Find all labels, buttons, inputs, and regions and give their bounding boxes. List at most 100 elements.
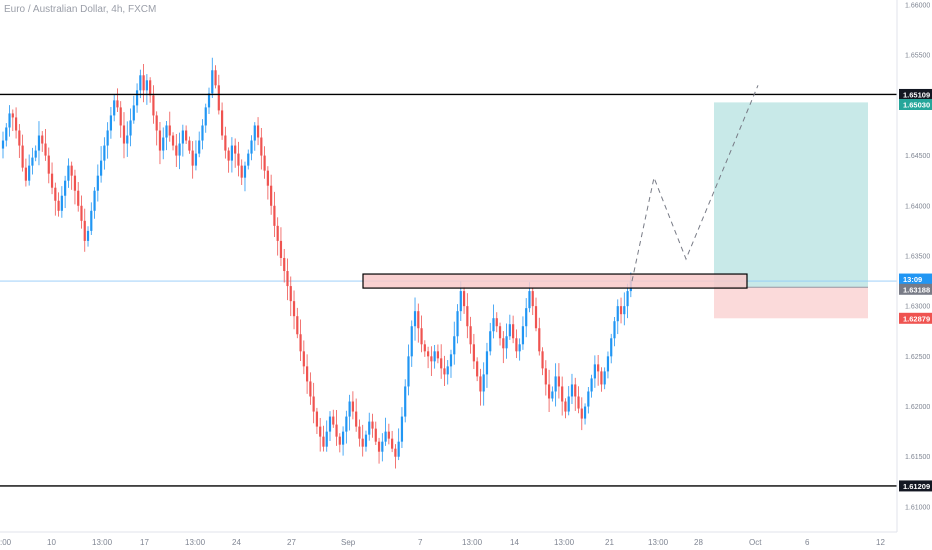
candle-body xyxy=(613,321,616,339)
candle-body xyxy=(93,190,96,211)
candle-body xyxy=(505,336,508,349)
resistance-box[interactable] xyxy=(362,273,748,289)
target-zone[interactable] xyxy=(714,102,868,288)
stop-zone[interactable] xyxy=(714,287,868,319)
candle-body xyxy=(358,426,361,439)
candle-body xyxy=(263,155,266,171)
candle-body xyxy=(325,431,328,447)
time-axis-label: 27 xyxy=(287,538,296,547)
candle-body xyxy=(296,316,299,335)
price-axis-label: 1.62000 xyxy=(905,404,930,411)
candle-body xyxy=(315,411,319,427)
candle-body xyxy=(456,311,459,337)
candle-body xyxy=(237,153,240,166)
candle-body xyxy=(361,438,364,447)
candle-body xyxy=(531,291,534,307)
candle-body xyxy=(185,130,188,141)
candle-body xyxy=(139,75,142,91)
target-tag xyxy=(899,98,932,110)
candle-body xyxy=(547,384,551,399)
candle-body xyxy=(564,401,567,412)
candle-body xyxy=(466,306,469,327)
candle-body xyxy=(332,416,335,425)
candle-body xyxy=(175,145,178,156)
candle-body xyxy=(109,115,113,131)
candle-body xyxy=(306,366,309,382)
candle-body xyxy=(525,308,528,327)
candle-body xyxy=(521,326,525,345)
candle-body xyxy=(557,376,560,387)
candle-body xyxy=(417,311,420,329)
candle-body xyxy=(247,153,250,166)
candle-body xyxy=(616,306,619,322)
candle-body xyxy=(485,351,489,375)
candle-body xyxy=(351,401,354,412)
candle-body xyxy=(54,187,57,201)
candle-body xyxy=(394,448,397,457)
candle-body xyxy=(335,424,338,437)
candle-body xyxy=(583,406,587,419)
candle-body xyxy=(191,150,194,166)
price-axis-label: 1.63500 xyxy=(905,253,930,260)
candle-body xyxy=(603,371,606,385)
candle-body xyxy=(194,153,198,166)
candle-body xyxy=(1,140,5,149)
candle-body xyxy=(433,351,436,362)
candle-body xyxy=(28,165,31,181)
candle-body xyxy=(119,107,122,126)
candle-body xyxy=(273,205,276,226)
candle-body xyxy=(253,125,256,141)
time-axis-label: 13:00 xyxy=(648,538,669,547)
price-axis-label: 1.62500 xyxy=(905,354,930,361)
candle-body xyxy=(106,130,109,146)
candle-body xyxy=(538,328,541,352)
candle-body xyxy=(459,291,462,312)
candle-body xyxy=(47,155,50,174)
candle-body xyxy=(266,170,269,186)
candle-body xyxy=(453,336,456,355)
levels-layer[interactable] xyxy=(0,85,897,487)
time-axis-label: 6 xyxy=(805,538,810,547)
candle-body xyxy=(495,318,498,327)
candle-body xyxy=(577,396,580,409)
candle-body xyxy=(86,230,90,241)
candle-body xyxy=(18,130,21,146)
candle-body xyxy=(83,220,86,241)
candle-body xyxy=(430,356,433,362)
price-axis[interactable]: 1.660001.655001.650001.645001.640001.635… xyxy=(905,3,930,512)
time-axis-label: Sep xyxy=(341,538,356,547)
candle-body xyxy=(502,338,505,349)
time-axis[interactable]: :00 10 13:00 17 13:00 24 27 Sep 7 13:00 14 13:00 21 1… xyxy=(0,538,885,547)
candle-body xyxy=(260,137,263,156)
candle-body xyxy=(11,113,14,118)
countdown-tag xyxy=(899,273,932,285)
candle-body xyxy=(561,386,564,402)
candle-body xyxy=(482,374,485,392)
drawing-layer[interactable] xyxy=(0,102,897,319)
candle-body xyxy=(374,428,377,442)
candle-body xyxy=(70,165,73,176)
candle-body xyxy=(436,351,440,359)
stop-tag-text: 1.62879 xyxy=(903,314,930,323)
candle-body xyxy=(472,344,475,362)
candle-body xyxy=(541,351,544,369)
candle-body xyxy=(492,318,495,332)
candle-body xyxy=(14,117,18,131)
candle-body xyxy=(400,416,404,442)
candle-body xyxy=(220,110,224,136)
candle-body xyxy=(100,160,103,176)
candles-layer xyxy=(1,57,632,469)
candle-body xyxy=(446,366,449,375)
candle-body xyxy=(377,441,381,452)
candle-body xyxy=(387,431,390,439)
candle-body xyxy=(413,311,417,327)
candle-body xyxy=(116,100,119,108)
candle-body xyxy=(21,145,24,168)
candle-body xyxy=(381,441,384,452)
candle-body xyxy=(479,376,482,392)
candle-body xyxy=(44,143,47,156)
candle-body xyxy=(420,328,423,345)
candle-body xyxy=(368,421,371,435)
